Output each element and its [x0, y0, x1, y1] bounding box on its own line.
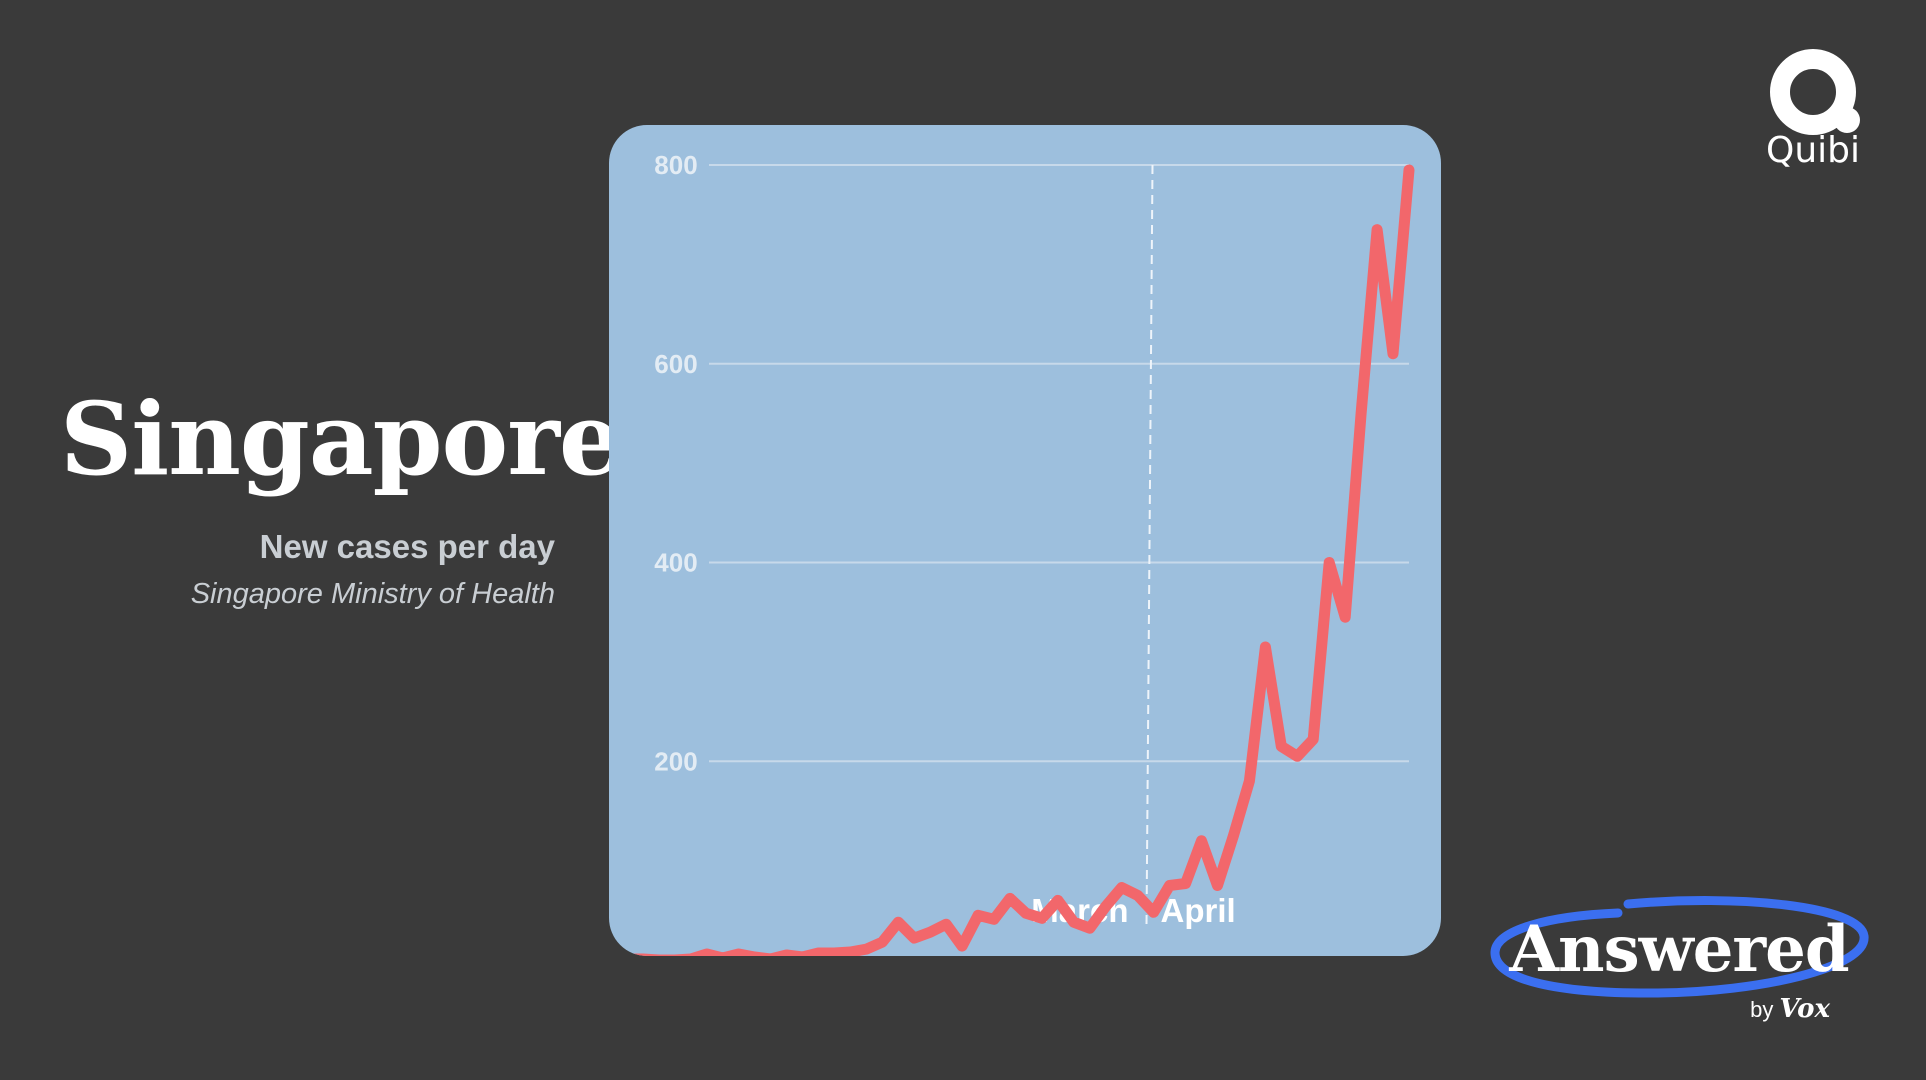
- answered-by-vox-logo: Answered by Vox: [1488, 890, 1870, 1030]
- series-line: [609, 164, 1415, 956]
- chart-source: Singapore Ministry of Health: [190, 578, 555, 610]
- quibi-wordmark: Quibi: [1765, 130, 1860, 171]
- y-tick-label-200: 200: [654, 746, 697, 776]
- chart-card: 200 400 600 800 March April: [609, 125, 1441, 956]
- vox-wordmark: Vox: [1779, 994, 1830, 1024]
- quibi-logo: Quibi: [1758, 48, 1868, 178]
- y-tick-label-600: 600: [654, 349, 697, 379]
- x-label-april: April: [1161, 892, 1236, 929]
- answered-ring-icon: [1490, 896, 1869, 998]
- chart-subtitle: New cases per day: [259, 528, 555, 565]
- answered-wordmark: Answered: [1509, 912, 1849, 987]
- by-vox-label: by Vox: [1750, 994, 1830, 1024]
- y-tick-label-400: 400: [654, 548, 697, 578]
- page-title: Singapore: [60, 380, 623, 498]
- quibi-q-icon: [1770, 49, 1860, 135]
- by-label: by: [1750, 997, 1774, 1022]
- month-divider: [1145, 164, 1154, 926]
- y-tick-label-800: 800: [654, 150, 697, 180]
